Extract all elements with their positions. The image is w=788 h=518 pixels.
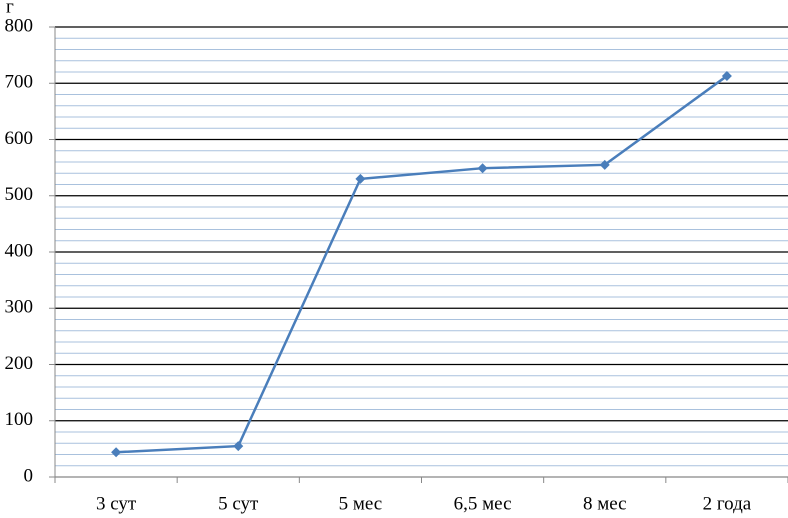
line	[116, 74, 728, 454]
y-axis-label: г	[6, 0, 14, 17]
x-tick-label: 3 сут	[96, 493, 137, 514]
x-tick-label: 8 мес	[583, 493, 627, 514]
marker	[233, 441, 244, 452]
marker	[721, 70, 732, 81]
marker	[111, 447, 122, 458]
x-tick-label: 2 года	[703, 493, 752, 514]
marker	[599, 159, 610, 170]
y-tick-label: 500	[5, 184, 34, 205]
x-tick-label: 5 мес	[339, 493, 383, 514]
marker	[477, 163, 488, 174]
x-tick-label: 5 сут	[218, 493, 259, 514]
y-tick-label: 300	[5, 297, 34, 318]
y-tick-label: 400	[5, 240, 34, 261]
y-tick-label: 700	[5, 72, 34, 93]
y-tick-label: 0	[24, 465, 34, 486]
y-tick-label: 800	[5, 15, 34, 36]
y-tick-label: 200	[5, 353, 34, 374]
marker	[355, 173, 366, 184]
x-tick-label: 6,5 мес	[454, 493, 512, 514]
y-tick-label: 600	[5, 128, 34, 149]
y-tick-label: 100	[5, 409, 34, 430]
